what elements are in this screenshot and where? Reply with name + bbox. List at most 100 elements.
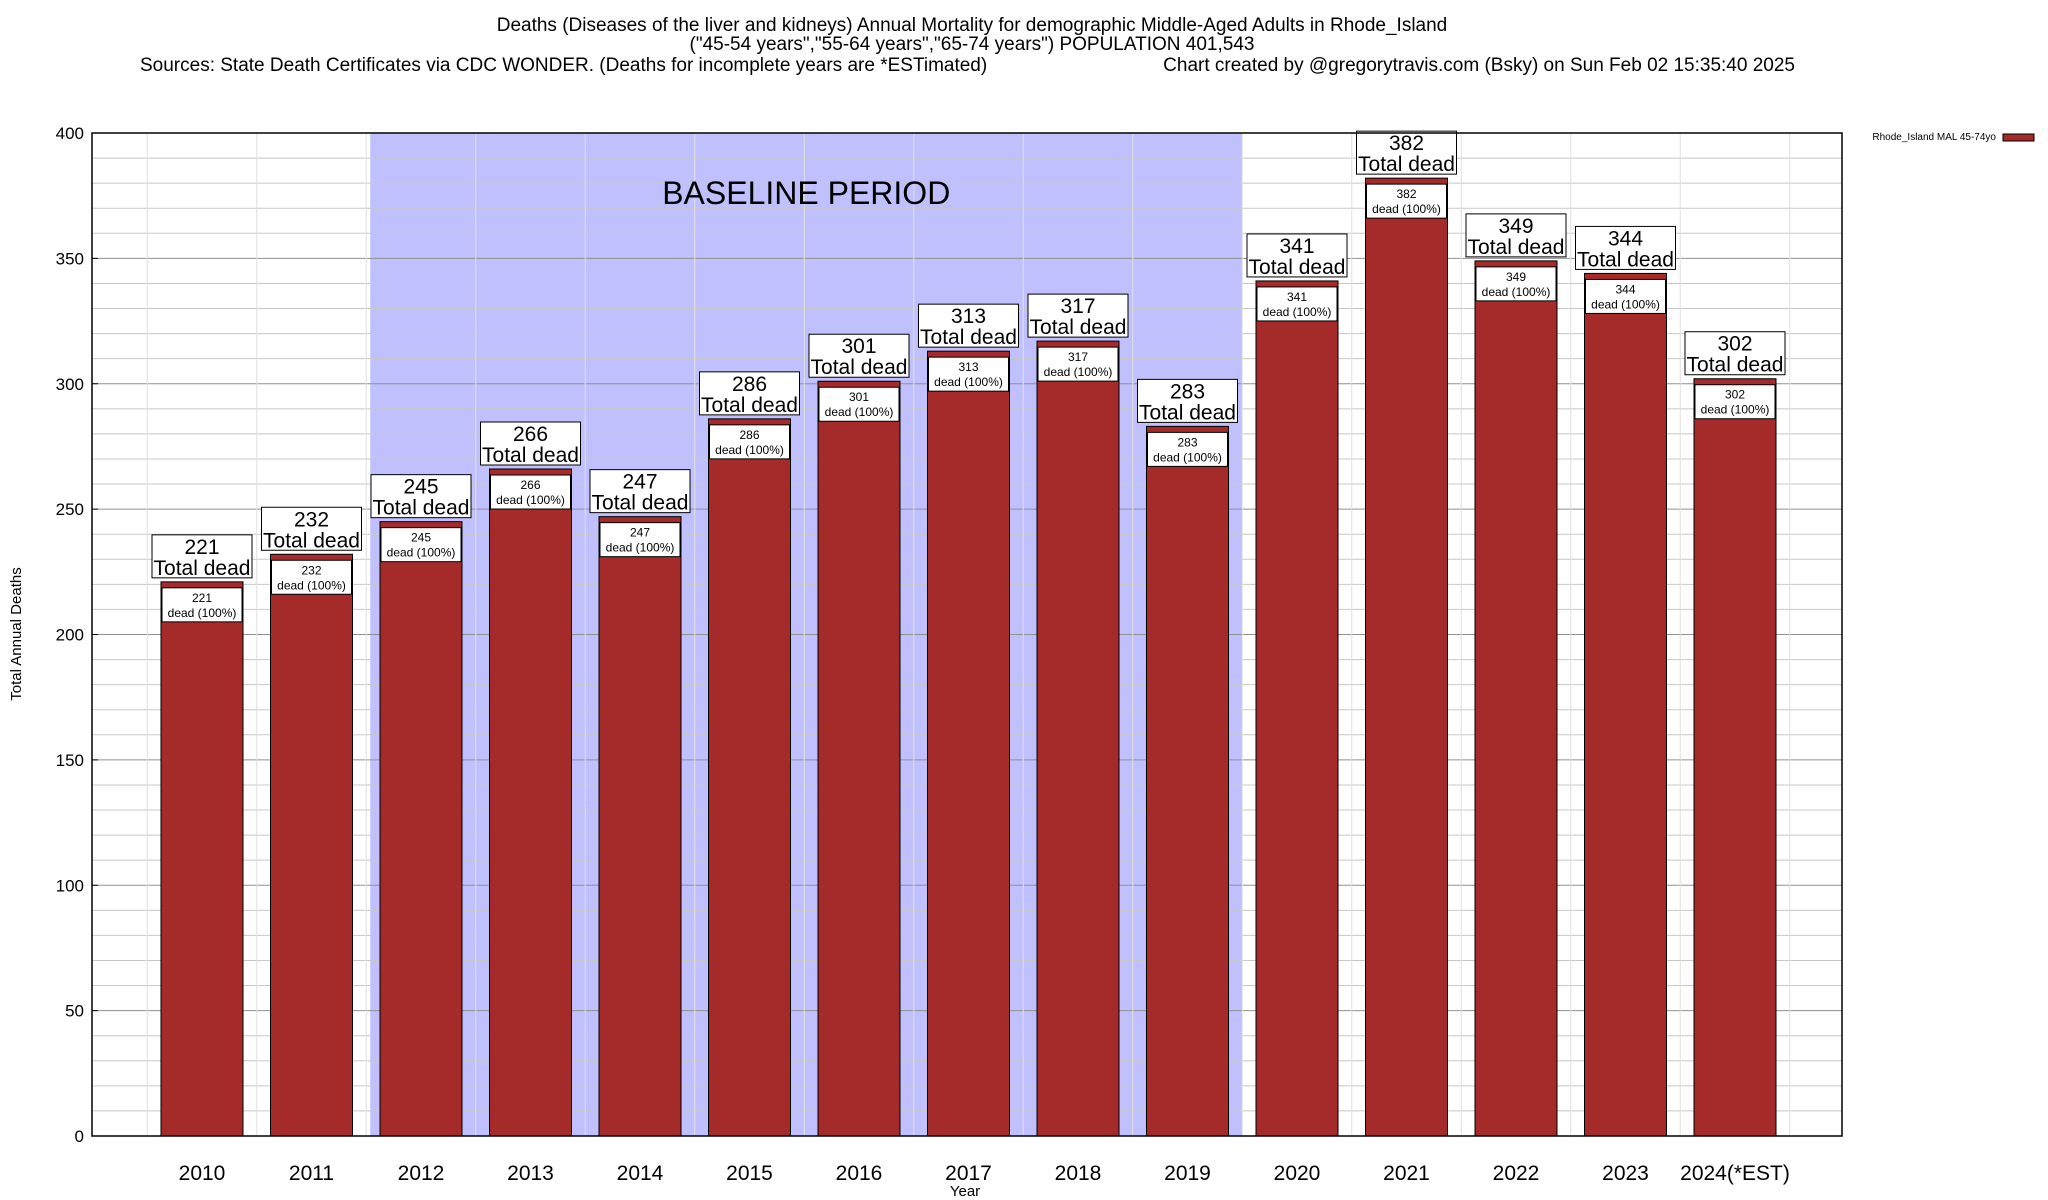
bar-total-label-box: [918, 303, 1019, 348]
bar-total-caption: Total dead: [592, 492, 689, 515]
x-tick-label: 2011: [289, 1162, 334, 1185]
y-tick-label: 50: [65, 1002, 84, 1021]
bar-total-value: 382: [1389, 132, 1424, 155]
bar-inner-percent: dead (100%): [1482, 285, 1551, 299]
bar-inner-label-box: [380, 527, 462, 563]
baseline-annotation: BASELINE PERIOD: [662, 175, 950, 211]
legend: Rhode_Island MAL 45-74yo: [1872, 132, 2035, 143]
bar-total-caption: Total dead: [1577, 248, 1674, 271]
x-tick-label: 2022: [1493, 1162, 1540, 1185]
bar-total-label-box: [808, 333, 910, 378]
bar-inner-value: 301: [849, 390, 869, 404]
x-tick-label: 2023: [1602, 1162, 1649, 1185]
bar-total-label-box: [1027, 293, 1129, 338]
bar-inner-label-box: [928, 356, 1009, 392]
bar: [708, 418, 791, 1137]
bar-inner-percent: dead (100%): [825, 405, 894, 419]
bar-total-value: 301: [841, 335, 876, 358]
bar-total-label-box: [480, 421, 581, 466]
bar: [927, 350, 1010, 1137]
bar-inner-value: 245: [411, 531, 431, 545]
bar-inner-percent: dead (100%): [1591, 297, 1660, 311]
x-tick-label: 2019: [1164, 1162, 1211, 1185]
bar-inner-label-box: [1037, 346, 1119, 382]
bar-total-value: 232: [294, 508, 329, 531]
bar-total-caption: Total dead: [1139, 401, 1236, 424]
bar-inner-label-box: [1475, 266, 1557, 302]
bar-inner-value: 344: [1615, 282, 1635, 296]
x-tick-label: 2020: [1274, 1162, 1321, 1185]
bar-inner-label-box: [1694, 384, 1776, 420]
legend-swatch: [2002, 133, 2035, 142]
bar-total-label-box: [261, 506, 362, 551]
x-tick-label: 2018: [1055, 1162, 1102, 1185]
bar-inner-percent: dead (100%): [606, 541, 675, 555]
bar: [1365, 177, 1448, 1137]
x-tick-label: 2015: [726, 1162, 773, 1185]
bar-total-caption: Total dead: [811, 356, 908, 379]
bar-inner-percent: dead (100%): [1701, 403, 1770, 417]
bar-inner-label-box: [1256, 286, 1338, 322]
y-tick-label: 100: [56, 876, 84, 895]
bar-total-value: 221: [184, 536, 219, 559]
chart-subtitle: ("45-54 years","55-64 years","65-74 year…: [690, 34, 1255, 55]
bar-total-value: 247: [622, 471, 657, 494]
bar-inner-label-box: [599, 522, 681, 558]
bar-inner-percent: dead (100%): [1044, 365, 1113, 379]
bar-inner-label-box: [161, 587, 243, 623]
bar-total-label-box: [1684, 331, 1786, 376]
bar-total-value: 302: [1717, 333, 1752, 356]
bar-inner-percent: dead (100%): [715, 443, 784, 457]
bar-total-caption: Total dead: [1030, 316, 1127, 339]
bar-total-label-box: [1575, 225, 1676, 270]
bar-total-value: 317: [1060, 295, 1095, 318]
bar-total-label-box: [1356, 130, 1457, 175]
bar-inner-value: 313: [958, 360, 978, 374]
chart-credit: Chart created by @gregorytravis.com (Bsk…: [1163, 55, 1795, 76]
bar: [1474, 260, 1558, 1137]
bar-inner-value: 266: [520, 478, 540, 492]
chart-title: Deaths (Diseases of the liver and kidney…: [497, 15, 1448, 36]
bar-inner-value: 302: [1725, 388, 1745, 402]
bar-total-value: 245: [403, 476, 438, 499]
bar-total-label-box: [151, 534, 253, 579]
bar-total-label-box: [1137, 378, 1238, 423]
x-tick-label: 2013: [507, 1162, 554, 1185]
bar-inner-value: 349: [1506, 270, 1526, 284]
bar-total-value: 344: [1608, 227, 1643, 250]
bar: [160, 581, 244, 1137]
bar-inner-label-box: [271, 559, 352, 595]
bar-inner-value: 232: [301, 563, 321, 577]
bar-total-caption: Total dead: [482, 444, 579, 467]
bar-inner-label-box: [490, 474, 571, 510]
bar-total-value: 349: [1498, 215, 1533, 238]
x-tick-label: 2014: [617, 1162, 664, 1185]
bar-inner-percent: dead (100%): [934, 375, 1003, 389]
bar-total-caption: Total dead: [1468, 236, 1565, 259]
x-tick-label: 2016: [836, 1162, 883, 1185]
x-axis-label: Year: [950, 1183, 980, 1200]
x-tick-label: 2021: [1383, 1162, 1430, 1185]
bar-total-label-box: [1465, 213, 1567, 258]
y-tick-label: 200: [56, 626, 84, 645]
bar-inner-value: 382: [1396, 187, 1416, 201]
bar: [489, 468, 572, 1137]
bar-inner-percent: dead (100%): [168, 606, 237, 620]
bar: [1584, 272, 1667, 1137]
y-tick-label: 0: [75, 1127, 84, 1146]
bar: [1036, 340, 1120, 1137]
bar-total-caption: Total dead: [373, 497, 470, 520]
bar-total-caption: Total dead: [1358, 153, 1455, 176]
bar-inner-value: 221: [192, 591, 212, 605]
y-tick-label: 150: [56, 751, 84, 770]
bar-inner-label-box: [818, 386, 900, 422]
x-tick-label: 2017: [945, 1162, 992, 1185]
bar-inner-label-box: [1366, 183, 1447, 219]
bar-total-caption: Total dead: [1687, 354, 1784, 377]
y-tick-label: 400: [56, 124, 84, 143]
bar-inner-value: 286: [739, 428, 759, 442]
bar-inner-value: 283: [1177, 435, 1197, 449]
x-tick-label: 2010: [179, 1162, 226, 1185]
y-tick-label: 250: [56, 500, 84, 519]
bar-total-value: 266: [513, 423, 548, 446]
